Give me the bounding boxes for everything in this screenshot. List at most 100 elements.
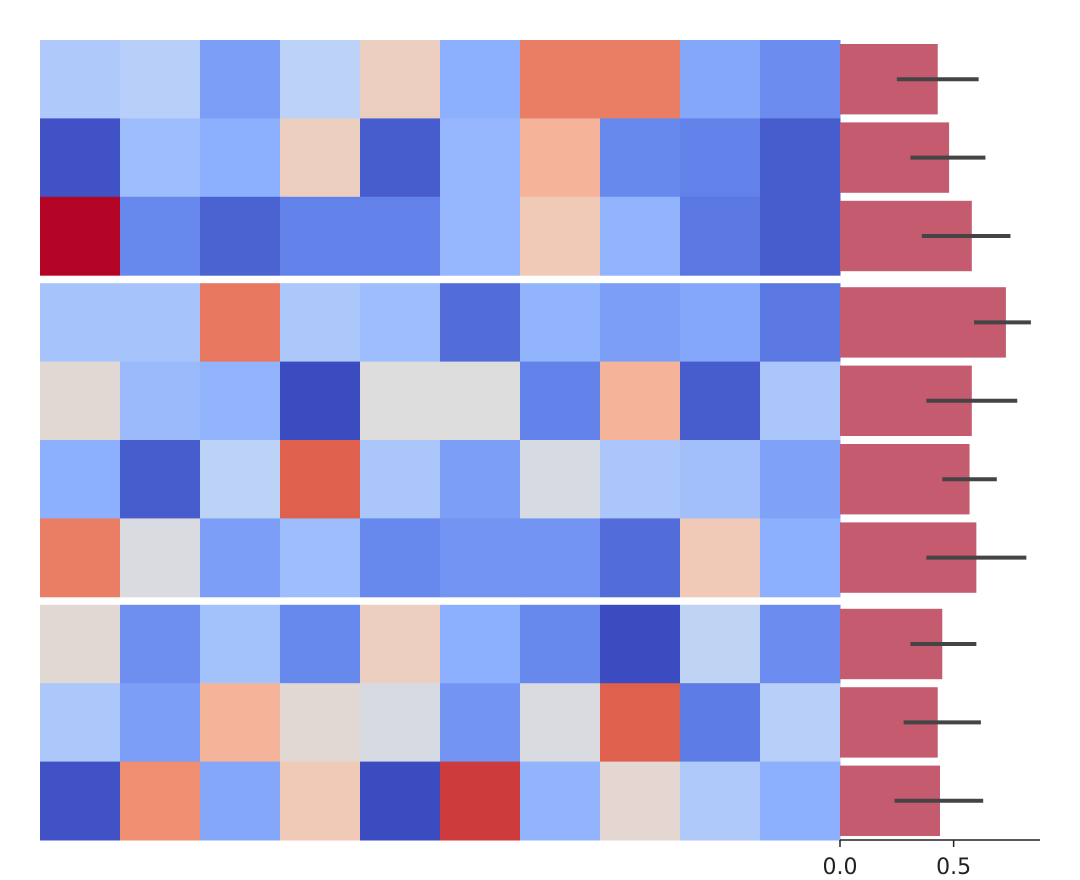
heatmap-cell-r0-c0 <box>40 40 121 119</box>
heatmap-cell-r6-c0 <box>40 518 121 598</box>
heatmap-cell-r6-c2 <box>200 518 281 598</box>
heatmap-cell-r2-c1 <box>120 196 201 276</box>
heatmap-cell-r4-c6 <box>520 361 601 441</box>
heatmap-cell-r9-c3 <box>280 761 361 841</box>
heatmap-cell-r6-c6 <box>520 518 601 598</box>
heatmap-cell-r5-c8 <box>680 440 761 519</box>
heatmap-cell-r2-c6 <box>520 196 601 276</box>
heatmap-cell-r0-c8 <box>680 40 761 119</box>
heatmap-cell-r0-c2 <box>200 40 281 119</box>
heatmap-cell-r1-c2 <box>200 118 281 198</box>
heatmap-cell-r4-c2 <box>200 361 281 441</box>
heatmap-cell-r4-c3 <box>280 361 361 441</box>
heatmap-cell-r4-c4 <box>360 361 441 441</box>
heatmap-cell-r8-c7 <box>600 683 681 763</box>
heatmap-cell-r3-c5 <box>440 283 521 363</box>
heatmap-cell-r1-c0 <box>40 118 121 198</box>
bar-x-axis: 0.0 0.5 <box>823 839 1040 880</box>
heatmap-cell-r2-c2 <box>200 196 281 276</box>
heatmap-cell-r7-c0 <box>40 604 121 684</box>
heatmap-cell-r1-c7 <box>600 118 681 198</box>
heatmap-cell-r4-c8 <box>680 361 761 441</box>
heatmap-cell-r3-c7 <box>600 283 681 363</box>
heatmap-cell-r3-c2 <box>200 283 281 363</box>
heatmap-cell-r5-c0 <box>40 440 121 519</box>
heatmap-cell-r3-c0 <box>40 283 121 363</box>
heatmap-cell-r0-c9 <box>760 40 841 119</box>
heatmap <box>40 40 841 841</box>
heatmap-cell-r6-c9 <box>760 518 841 598</box>
heatmap-cell-r7-c2 <box>200 604 281 684</box>
heatmap-cell-r8-c2 <box>200 683 281 763</box>
heatmap-cell-r5-c2 <box>200 440 281 519</box>
heatmap-cell-r8-c3 <box>280 683 361 763</box>
heatmap-cell-r9-c2 <box>200 761 281 841</box>
heatmap-cell-r7-c1 <box>120 604 201 684</box>
heatmap-cell-r4-c7 <box>600 361 681 441</box>
heatmap-cell-r0-c1 <box>120 40 201 119</box>
heatmap-cell-r8-c6 <box>520 683 601 763</box>
heatmap-cell-r0-c4 <box>360 40 441 119</box>
heatmap-cell-r9-c0 <box>40 761 121 841</box>
heatmap-cell-r8-c1 <box>120 683 201 763</box>
heatmap-cell-r6-c1 <box>120 518 201 598</box>
heatmap-cell-r5-c1 <box>120 440 201 519</box>
x-tick-label-0: 0.0 <box>823 855 858 880</box>
heatmap-cell-r9-c6 <box>520 761 601 841</box>
heatmap-cell-r7-c4 <box>360 604 441 684</box>
heatmap-cell-r2-c9 <box>760 196 841 276</box>
heatmap-cell-r9-c4 <box>360 761 441 841</box>
heatmap-cell-r7-c7 <box>600 604 681 684</box>
heatmap-cell-r6-c7 <box>600 518 681 598</box>
heatmap-cell-r4-c0 <box>40 361 121 441</box>
heatmap-cell-r9-c1 <box>120 761 201 841</box>
heatmap-cell-r8-c5 <box>440 683 521 763</box>
heatmap-cell-r2-c5 <box>440 196 521 276</box>
heatmap-cell-r7-c9 <box>760 604 841 684</box>
heatmap-cell-r1-c9 <box>760 118 841 198</box>
heatmap-cell-r4-c1 <box>120 361 201 441</box>
heatmap-cell-r2-c0 <box>40 196 121 276</box>
heatmap-cell-r7-c5 <box>440 604 521 684</box>
heatmap-cell-r5-c3 <box>280 440 361 519</box>
heatmap-cell-r1-c8 <box>680 118 761 198</box>
heatmap-cell-r9-c9 <box>760 761 841 841</box>
heatmap-cell-r5-c9 <box>760 440 841 519</box>
heatmap-cell-r1-c3 <box>280 118 361 198</box>
heatmap-cell-r5-c4 <box>360 440 441 519</box>
heatmap-cell-r5-c5 <box>440 440 521 519</box>
heatmap-cell-r2-c3 <box>280 196 361 276</box>
heatmap-cell-r1-c1 <box>120 118 201 198</box>
heatmap-cell-r9-c5 <box>440 761 521 841</box>
heatmap-cell-r8-c0 <box>40 683 121 763</box>
heatmap-cell-r0-c6 <box>520 40 601 119</box>
heatmap-cell-r9-c7 <box>600 761 681 841</box>
x-tick-label-1: 0.5 <box>936 855 971 880</box>
heatmap-cell-r3-c4 <box>360 283 441 363</box>
heatmap-cell-r1-c4 <box>360 118 441 198</box>
heatmap-cell-r6-c4 <box>360 518 441 598</box>
heatmap-cell-r2-c4 <box>360 196 441 276</box>
bar-panel <box>840 44 1031 836</box>
heatmap-cell-r8-c8 <box>680 683 761 763</box>
heatmap-cell-r6-c5 <box>440 518 521 598</box>
heatmap-cell-r1-c6 <box>520 118 601 198</box>
heatmap-cell-r3-c9 <box>760 283 841 363</box>
heatmap-cell-r7-c8 <box>680 604 761 684</box>
heatmap-cell-r1-c5 <box>440 118 521 198</box>
heatmap-cell-r4-c9 <box>760 361 841 441</box>
heatmap-cell-r0-c5 <box>440 40 521 119</box>
heatmap-cell-r2-c8 <box>680 196 761 276</box>
heatmap-cell-r7-c6 <box>520 604 601 684</box>
heatmap-cell-r3-c8 <box>680 283 761 363</box>
heatmap-cell-r6-c3 <box>280 518 361 598</box>
heatmap-cell-r3-c6 <box>520 283 601 363</box>
heatmap-cell-r8-c4 <box>360 683 441 763</box>
heatmap-cell-r5-c6 <box>520 440 601 519</box>
heatmap-cell-r3-c3 <box>280 283 361 363</box>
heatmap-cell-r5-c7 <box>600 440 681 519</box>
heatmap-cell-r0-c7 <box>600 40 681 119</box>
heatmap-cell-r2-c7 <box>600 196 681 276</box>
heatmap-cell-r8-c9 <box>760 683 841 763</box>
